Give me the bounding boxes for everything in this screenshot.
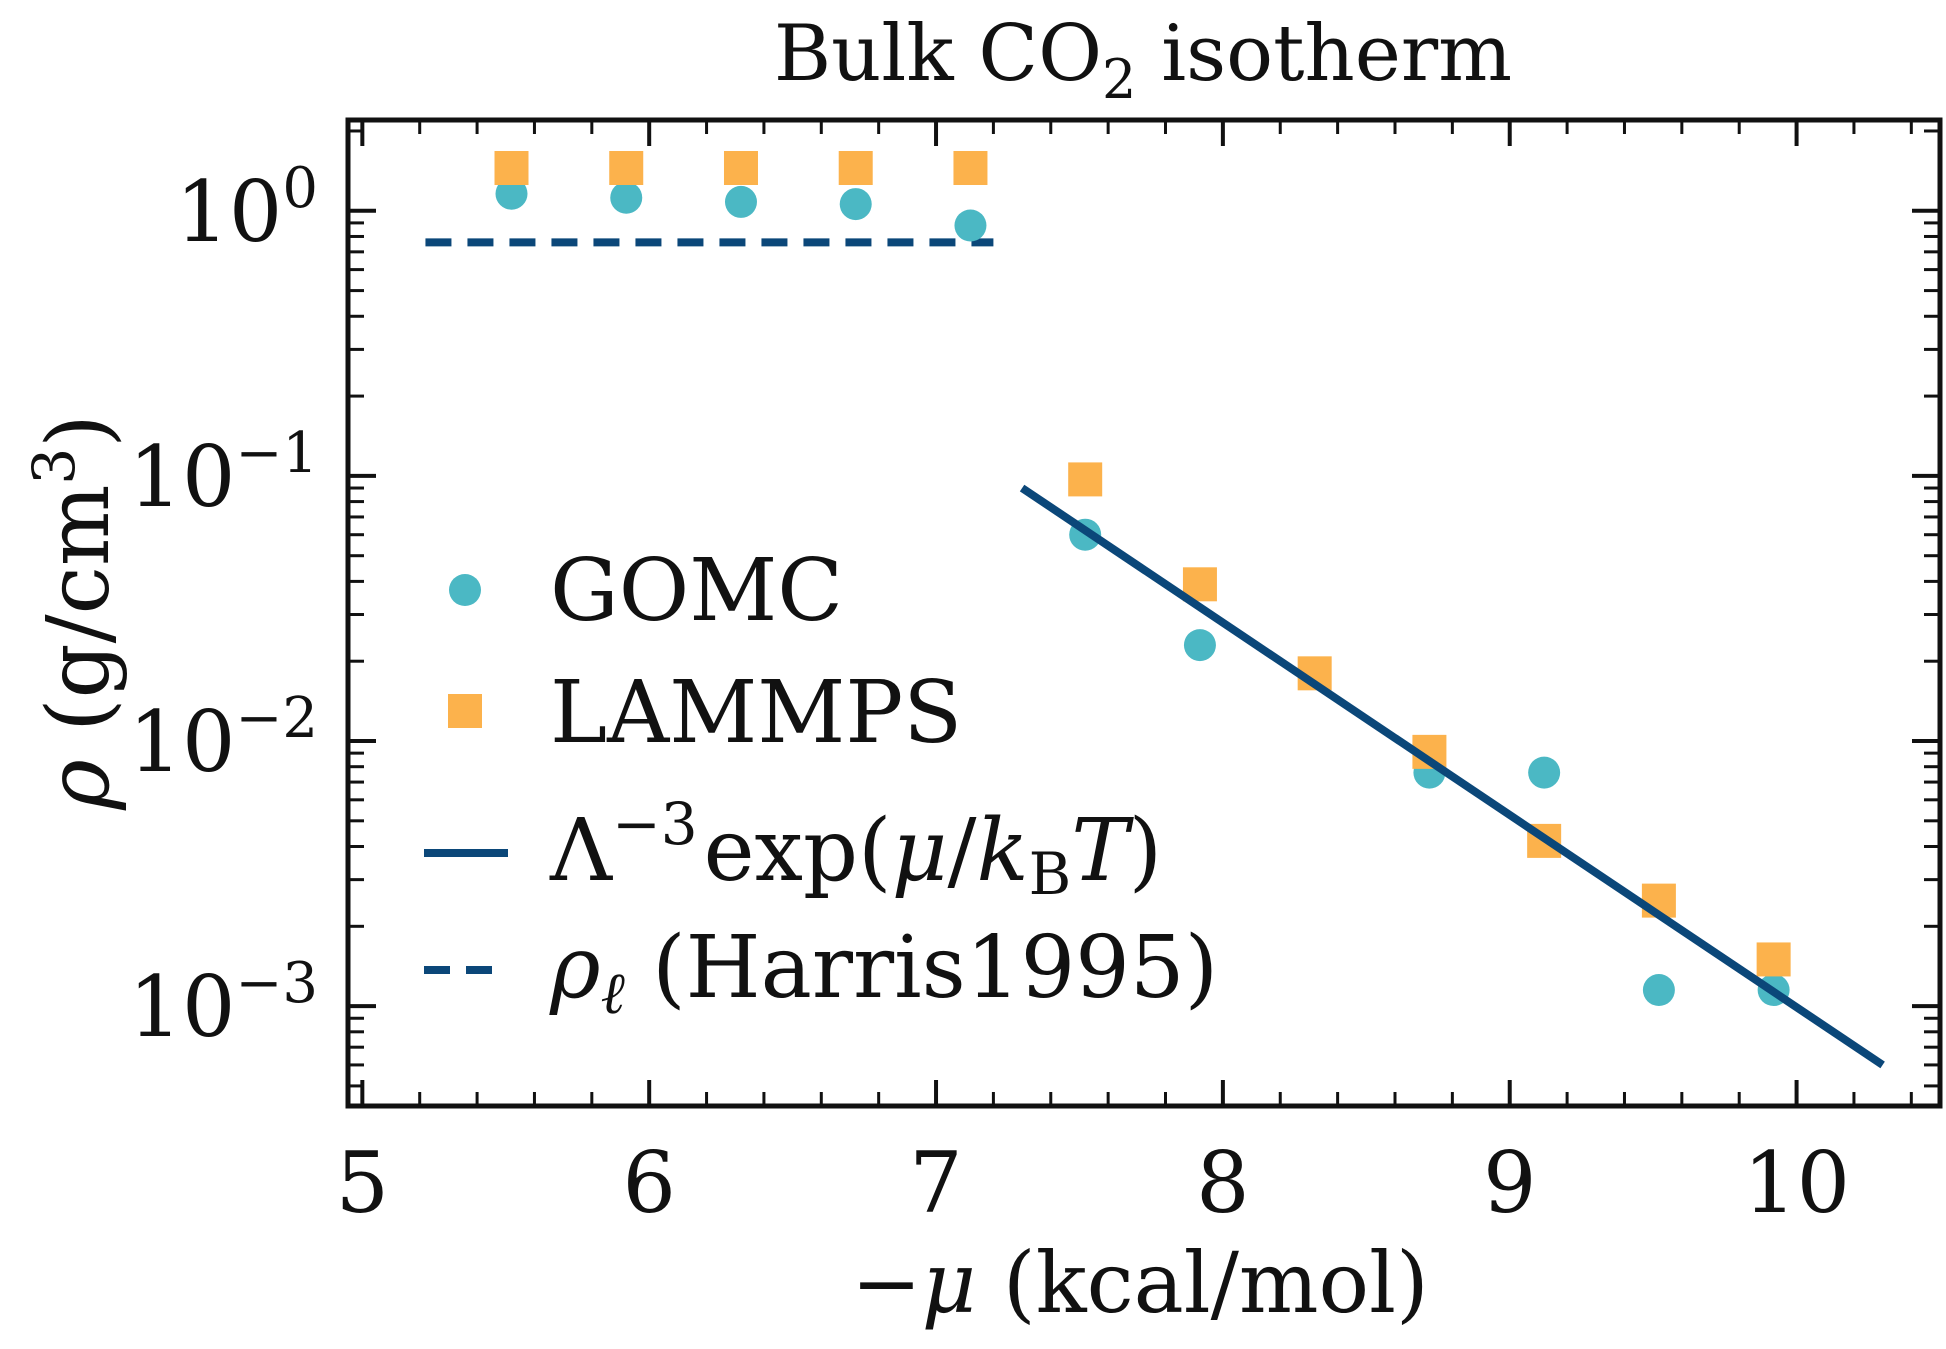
x-tick-label: 7 <box>909 1134 962 1232</box>
gomc-point <box>1642 974 1675 1007</box>
lammps-point <box>1068 462 1103 497</box>
x-tick-label: 6 <box>622 1134 675 1232</box>
y-axis-label: ρ (g/cm3) <box>20 414 129 811</box>
x-axis-label: −μ (kcal/mol) <box>851 1234 1429 1332</box>
legend-label-harris: ρℓ (Harris1995) <box>549 918 1218 1027</box>
legend-label-ideal-gas: Λ−3exp(μ/kBT) <box>549 790 1162 908</box>
x-tick-label: 9 <box>1483 1134 1536 1232</box>
legend-label-gomc: GOMC <box>550 541 843 641</box>
series-layer <box>425 150 1885 1069</box>
chart-title: Bulk CO2 isotherm <box>774 9 1512 111</box>
gomc-point <box>1528 756 1561 789</box>
legend-marker-gomc <box>449 574 481 606</box>
plot-frame <box>345 117 1943 1109</box>
ideal-gas-fit-line <box>1019 484 1885 1069</box>
gomc-point <box>839 188 872 221</box>
y-tick-label: 10−2 <box>129 686 318 791</box>
lammps-point <box>494 150 529 185</box>
x-axis-ticks: 5 6 7 8 9 10 <box>336 120 1913 1232</box>
legend: GOMC LAMMPS Λ−3exp(μ/kBT) ρℓ (Harris1995… <box>424 541 1218 1027</box>
lammps-point <box>723 150 758 185</box>
y-tick-label: 10−1 <box>129 421 318 526</box>
x-tick-label: 10 <box>1743 1134 1850 1232</box>
x-tick-label: 5 <box>336 1134 389 1232</box>
lammps-point <box>953 150 988 185</box>
lammps-point <box>838 150 873 185</box>
lammps-point <box>1756 942 1791 977</box>
gomc-point <box>610 181 643 214</box>
gomc-point <box>954 209 987 242</box>
y-tick-label: 100 <box>175 156 318 261</box>
y-tick-label: 10−3 <box>129 951 318 1056</box>
y-axis-ticks: 100 10−1 10−2 10−3 <box>129 129 1940 1088</box>
legend-marker-lammps <box>448 694 482 728</box>
legend-label-lammps: LAMMPS <box>550 663 962 763</box>
gomc-point <box>495 177 528 210</box>
gomc-point <box>1183 629 1216 662</box>
gomc-point <box>724 185 757 218</box>
lammps-point <box>609 150 644 185</box>
x-tick-label: 8 <box>1196 1134 1249 1232</box>
